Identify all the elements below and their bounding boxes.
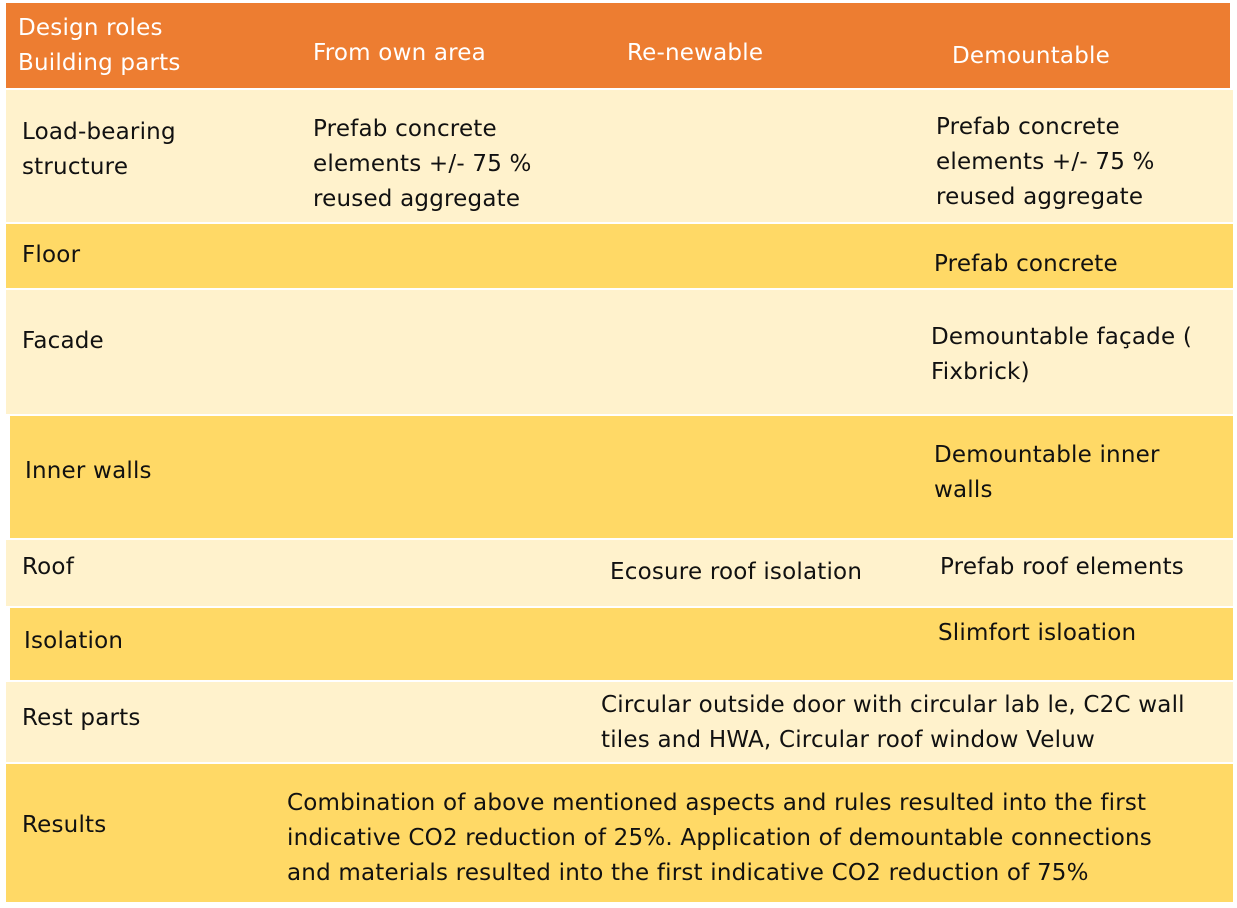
row-inner-walls xyxy=(10,416,1233,538)
row-label-facade: Facade xyxy=(22,328,104,354)
header-from-own-area: From own area xyxy=(313,40,486,66)
cell-results-2: indicative CO2 reduction of 25%. Applica… xyxy=(287,825,1152,851)
cell-results-3: and materials resulted into the first in… xyxy=(287,860,1089,886)
row-label-roof: Roof xyxy=(22,554,74,580)
cell-results-1: Combination of above mentioned aspects a… xyxy=(287,790,1147,816)
row-load-bearing xyxy=(6,90,1233,222)
cell-own-area-line2: elements +/- 75 % xyxy=(313,151,532,177)
cell-renewable-roof: Ecosure roof isolation xyxy=(610,559,863,585)
row-label-floor: Floor xyxy=(22,242,81,268)
header-corner-line1: Design roles xyxy=(18,15,163,41)
cell-demountable-line1: Prefab concrete xyxy=(936,114,1120,140)
header-demountable: Demountable xyxy=(952,43,1110,69)
cell-demountable-line3: reused aggregate xyxy=(936,184,1144,210)
row-rest-parts xyxy=(6,682,1233,762)
row-label-load-bearing-2: structure xyxy=(22,154,129,180)
cell-demountable-line2: elements +/- 75 % xyxy=(936,149,1155,175)
cell-own-area-line1: Prefab concrete xyxy=(313,116,497,142)
cell-demountable-facade-1: Demountable façade ( xyxy=(931,324,1193,350)
row-label-rest-parts: Rest parts xyxy=(22,705,141,731)
row-floor xyxy=(6,224,1233,288)
cell-demountable-inner-1: Demountable inner xyxy=(934,442,1160,468)
row-roof xyxy=(6,540,1233,606)
cell-demountable-isolation: Slimfort isloation xyxy=(938,620,1137,646)
header-corner-line2: Building parts xyxy=(18,50,181,76)
cell-rest-parts-2: tiles and HWA, Circular roof window Velu… xyxy=(601,727,1095,753)
cell-demountable-floor: Prefab concrete xyxy=(934,251,1118,277)
row-isolation xyxy=(10,608,1233,680)
row-label-inner-walls: Inner walls xyxy=(25,458,152,484)
row-results xyxy=(6,764,1233,902)
header-row xyxy=(6,3,1230,88)
row-facade xyxy=(6,290,1233,414)
cell-demountable-facade-2: Fixbrick) xyxy=(931,359,1030,385)
cell-rest-parts-1: Circular outside door with circular lab … xyxy=(601,692,1185,718)
row-label-results: Results xyxy=(22,812,107,838)
cell-demountable-inner-2: walls xyxy=(934,477,993,503)
header-renewable: Re-newable xyxy=(627,40,764,66)
row-label-load-bearing: Load-bearing xyxy=(22,119,176,145)
cell-own-area-line3: reused aggregate xyxy=(313,186,521,212)
row-label-isolation: Isolation xyxy=(24,628,124,654)
cell-demountable-roof: Prefab roof elements xyxy=(940,554,1184,580)
